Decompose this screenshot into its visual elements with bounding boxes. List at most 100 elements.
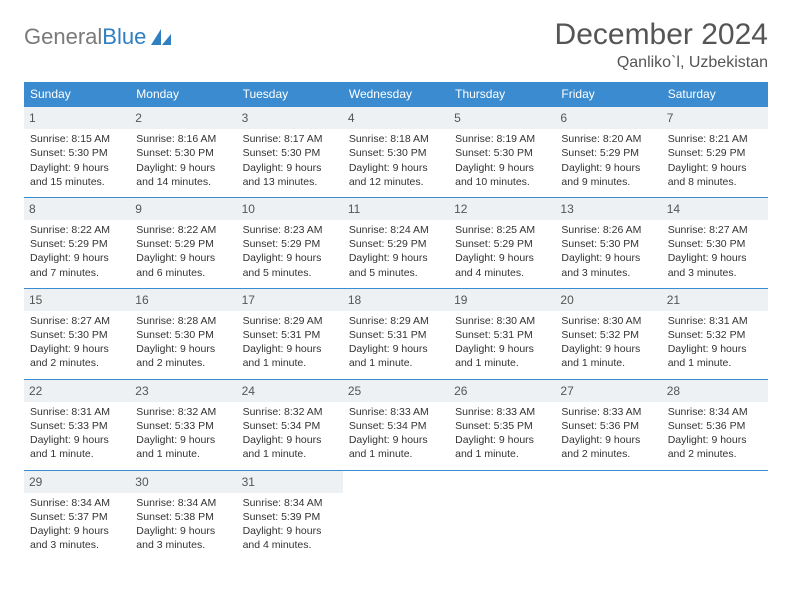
day-cell: .... [343, 470, 449, 560]
day-cell: 23Sunrise: 8:32 AMSunset: 5:33 PMDayligh… [130, 379, 236, 470]
sunrise-line: Sunrise: 8:31 AM [668, 314, 762, 328]
day-cell: 25Sunrise: 8:33 AMSunset: 5:34 PMDayligh… [343, 379, 449, 470]
day-cell: 10Sunrise: 8:23 AMSunset: 5:29 PMDayligh… [237, 197, 343, 288]
daylight-line: Daylight: 9 hours and 10 minutes. [455, 161, 549, 189]
brand-logo: GeneralBlue [24, 18, 172, 50]
location-label: Qanliko`l, Uzbekistan [555, 54, 768, 72]
day-cell: 24 Sunrise: 8:32 AMSunset: 5:34 PMDayligh… [237, 379, 343, 470]
daylight-line: Daylight: 9 hours and 14 minutes. [136, 161, 230, 189]
sunset-line: Sunset: 5:30 PM [136, 328, 230, 342]
day-cell: 14Sunrise: 8:27 AMSunset: 5:30 PMDayligh… [662, 197, 768, 288]
sunrise-line: Sunrise: 8:30 AM [561, 314, 655, 328]
day-cell: 8Sunrise: 8:22 AMSunset: 5:29 PMDaylight… [24, 197, 130, 288]
sunset-line: Sunset: 5:29 PM [561, 146, 655, 160]
weekday-header: Tuesday [237, 82, 343, 107]
sunset-line: Sunset: 5:30 PM [30, 328, 124, 342]
weekday-header: Wednesday [343, 82, 449, 107]
sunset-line: Sunset: 5:29 PM [30, 237, 124, 251]
day-cell: 17 Sunrise: 8:29 AMSunset: 5:31 PMDayligh… [237, 288, 343, 379]
day-details: Sunrise: 8:30 AMSunset: 5:31 PMDaylight:… [455, 314, 549, 371]
sunset-line: Sunset: 5:30 PM [668, 237, 762, 251]
sunrise-line: Sunrise: 8:27 AM [668, 223, 762, 237]
daylight-line: Daylight: 9 hours and 1 minute. [455, 342, 549, 370]
day-details: Sunrise: 8:34 AMSunset: 5:39 PMDaylight:… [243, 496, 337, 553]
week-row: 1Sunrise: 8:15 AMSunset: 5:30 PMDaylight… [24, 107, 768, 198]
day-details: Sunrise: 8:33 AMSunset: 5:35 PMDaylight:… [455, 405, 549, 462]
brand-part1: General [24, 24, 102, 50]
daylight-line: Daylight: 9 hours and 3 minutes. [136, 524, 230, 552]
daylight-line: Daylight: 9 hours and 2 minutes. [561, 433, 655, 461]
weekday-header: Sunday [24, 82, 130, 107]
sunset-line: Sunset: 5:36 PM [668, 419, 762, 433]
day-details: Sunrise: 8:27 AMSunset: 5:30 PMDaylight:… [668, 223, 762, 280]
title-block: December 2024 Qanliko`l, Uzbekistan [555, 18, 768, 72]
day-cell: 5 Sunrise: 8:19 AMSunset: 5:30 PMDaylight… [449, 107, 555, 198]
day-number: 6 [555, 107, 661, 129]
day-number: 27 [555, 380, 661, 402]
day-cell: 13Sunrise: 8:26 AMSunset: 5:30 PMDayligh… [555, 197, 661, 288]
sunrise-line: Sunrise: 8:29 AM [243, 314, 337, 328]
day-cell: 9Sunrise: 8:22 AMSunset: 5:29 PMDaylight… [130, 197, 236, 288]
sunrise-line: Sunrise: 8:19 AM [455, 132, 549, 146]
daylight-line: Daylight: 9 hours and 3 minutes. [30, 524, 124, 552]
sunset-line: Sunset: 5:29 PM [243, 237, 337, 251]
daylight-line: Daylight: 9 hours and 8 minutes. [668, 161, 762, 189]
week-row: 22Sunrise: 8:31 AMSunset: 5:33 PMDayligh… [24, 379, 768, 470]
sunset-line: Sunset: 5:35 PM [455, 419, 549, 433]
day-number: 24 [237, 380, 343, 402]
day-details: Sunrise: 8:19 AMSunset: 5:30 PMDaylight:… [455, 132, 549, 189]
day-number: 30 [130, 471, 236, 493]
sunrise-line: Sunrise: 8:22 AM [136, 223, 230, 237]
day-cell: 1Sunrise: 8:15 AMSunset: 5:30 PMDaylight… [24, 107, 130, 198]
day-details: Sunrise: 8:34 AMSunset: 5:36 PMDaylight:… [668, 405, 762, 462]
day-details: Sunrise: 8:25 AMSunset: 5:29 PMDaylight:… [455, 223, 549, 280]
day-cell: 27 Sunrise: 8:33 AMSunset: 5:36 PMDayligh… [555, 379, 661, 470]
sunrise-line: Sunrise: 8:23 AM [243, 223, 337, 237]
weekday-header: Saturday [662, 82, 768, 107]
sunrise-line: Sunrise: 8:25 AM [455, 223, 549, 237]
sunset-line: Sunset: 5:33 PM [30, 419, 124, 433]
day-number: 16 [130, 289, 236, 311]
sunrise-line: Sunrise: 8:32 AM [243, 405, 337, 419]
day-number: 2 [130, 107, 236, 129]
daylight-line: Daylight: 9 hours and 3 minutes. [561, 251, 655, 279]
sunrise-line: Sunrise: 8:17 AM [243, 132, 337, 146]
sunrise-line: Sunrise: 8:18 AM [349, 132, 443, 146]
day-details: Sunrise: 8:29 AMSunset: 5:31 PMDaylight:… [243, 314, 337, 371]
day-cell: 22Sunrise: 8:31 AMSunset: 5:33 PMDayligh… [24, 379, 130, 470]
sunrise-line: Sunrise: 8:30 AM [455, 314, 549, 328]
day-number: 23 [130, 380, 236, 402]
day-cell: 19Sunrise: 8:30 AMSunset: 5:31 PMDayligh… [449, 288, 555, 379]
sunrise-line: Sunrise: 8:27 AM [30, 314, 124, 328]
daylight-line: Daylight: 9 hours and 12 minutes. [349, 161, 443, 189]
day-cell: 16Sunrise: 8:28 AMSunset: 5:30 PMDayligh… [130, 288, 236, 379]
day-cell: .... [449, 470, 555, 560]
day-cell: 3Sunrise: 8:17 AMSunset: 5:30 PMDaylight… [237, 107, 343, 198]
sunset-line: Sunset: 5:31 PM [349, 328, 443, 342]
day-number: 5 [449, 107, 555, 129]
day-number: 17 [237, 289, 343, 311]
day-cell: 26Sunrise: 8:33 AMSunset: 5:35 PMDayligh… [449, 379, 555, 470]
day-number: 29 [24, 471, 130, 493]
day-details: Sunrise: 8:33 AMSunset: 5:36 PMDaylight:… [561, 405, 655, 462]
sunset-line: Sunset: 5:31 PM [455, 328, 549, 342]
day-number: 18 [343, 289, 449, 311]
day-cell: .... [555, 470, 661, 560]
day-details: Sunrise: 8:26 AMSunset: 5:30 PMDaylight:… [561, 223, 655, 280]
sunset-line: Sunset: 5:32 PM [561, 328, 655, 342]
day-number: 28 [662, 380, 768, 402]
day-details: Sunrise: 8:22 AMSunset: 5:29 PMDaylight:… [136, 223, 230, 280]
sunset-line: Sunset: 5:30 PM [455, 146, 549, 160]
day-number: 21 [662, 289, 768, 311]
sunset-line: Sunset: 5:30 PM [136, 146, 230, 160]
day-details: Sunrise: 8:32 AMSunset: 5:34 PMDaylight:… [243, 405, 337, 462]
sunrise-line: Sunrise: 8:33 AM [561, 405, 655, 419]
day-number: 4 [343, 107, 449, 129]
sunrise-line: Sunrise: 8:31 AM [30, 405, 124, 419]
sunrise-line: Sunrise: 8:20 AM [561, 132, 655, 146]
day-cell: 12Sunrise: 8:25 AMSunset: 5:29 PMDayligh… [449, 197, 555, 288]
weekday-header: Thursday [449, 82, 555, 107]
day-details: Sunrise: 8:21 AMSunset: 5:29 PMDaylight:… [668, 132, 762, 189]
month-title: December 2024 [555, 18, 768, 52]
day-details: Sunrise: 8:15 AMSunset: 5:30 PMDaylight:… [30, 132, 124, 189]
